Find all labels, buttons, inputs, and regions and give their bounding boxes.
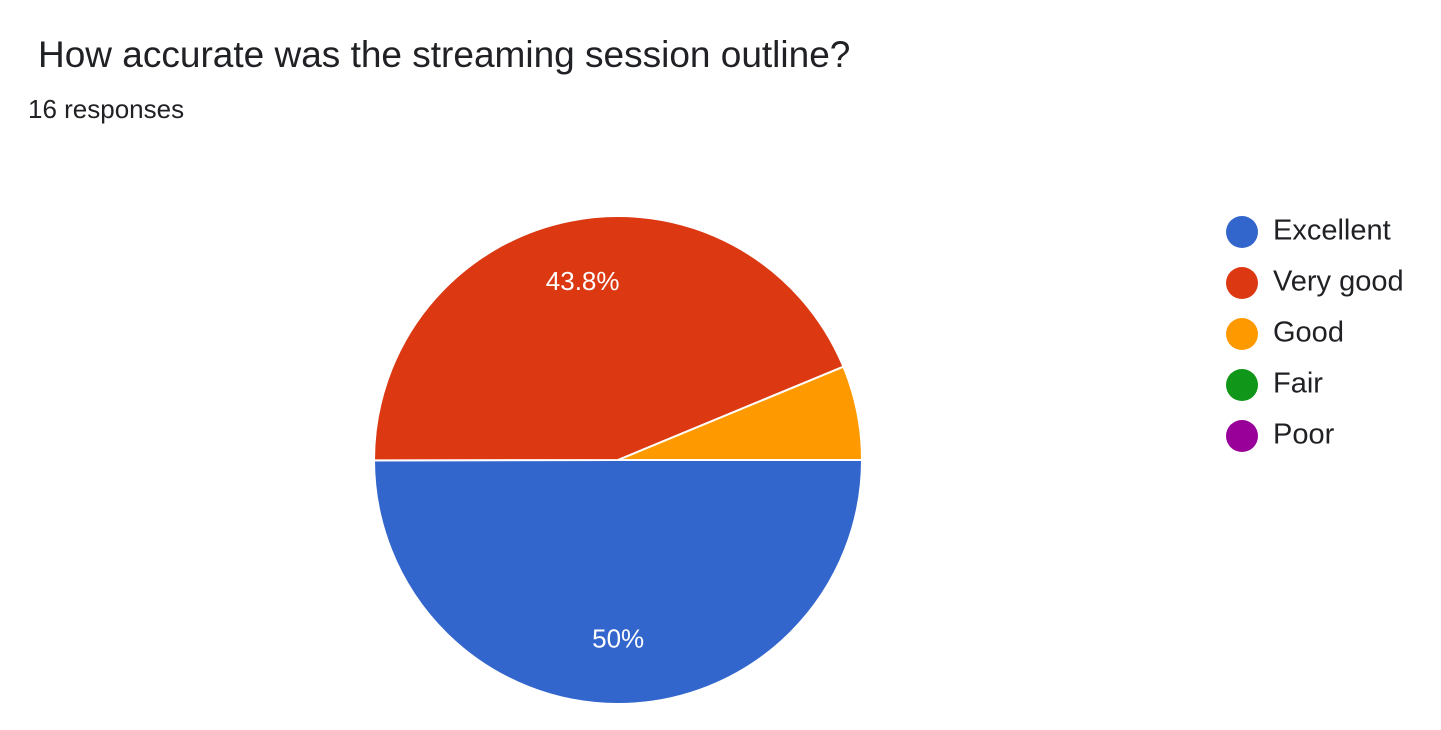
chart-subtitle: 16 responses <box>28 94 184 124</box>
chart-title: How accurate was the streaming session o… <box>38 34 850 75</box>
legend-marker <box>1226 420 1258 452</box>
legend-marker <box>1226 216 1258 248</box>
pie-slice <box>372 459 864 706</box>
legend-label: Poor <box>1273 419 1335 451</box>
legend-marker <box>1226 318 1258 350</box>
pie-slice <box>372 215 845 462</box>
legend-label: Very good <box>1273 266 1404 298</box>
legend-marker <box>1226 369 1258 401</box>
legend-label: Fair <box>1273 368 1323 400</box>
legend-label: Excellent <box>1273 215 1391 247</box>
slice-label: 43.8% <box>546 266 620 296</box>
legend-label: Good <box>1273 317 1344 349</box>
legend-marker <box>1226 267 1258 299</box>
pie-slice <box>617 365 864 461</box>
slice-label: 50% <box>592 623 644 653</box>
